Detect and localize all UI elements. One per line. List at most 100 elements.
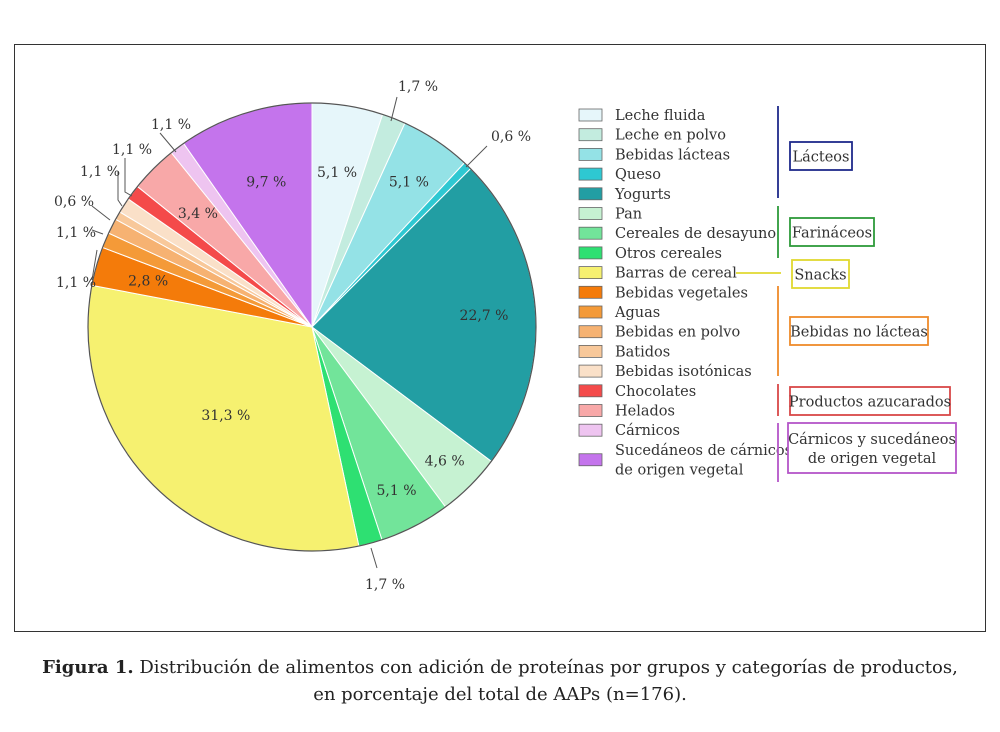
caption-line-2: en porcentaje del total de AAPs (n=176).	[313, 684, 687, 705]
legend-label: Leche fluida	[615, 108, 706, 124]
legend-swatch	[578, 285, 603, 299]
legend-label: Bebidas isotónicas	[615, 364, 752, 380]
legend-label: Chocolates	[615, 384, 696, 400]
data-label-otros-cereales: 1,7 %	[365, 577, 405, 593]
data-label-pan: 4,6 %	[425, 453, 465, 469]
group-farinaceos: Farináceos	[777, 206, 875, 258]
group-productos-azucarados: Productos azucarados	[777, 384, 951, 416]
group-lacteos: Lácteos	[777, 106, 853, 198]
group-snacks: Snacks	[736, 259, 850, 289]
data-label-queso: 0,6 %	[491, 129, 531, 145]
legend-label: Aguas	[614, 305, 660, 321]
group-label: Farináceos	[792, 226, 872, 242]
legend-label: Yogurts	[614, 187, 671, 203]
legend-label: Queso	[615, 167, 661, 183]
group-box	[789, 386, 951, 416]
leader-line-carnicos	[159, 132, 177, 153]
legend-label: Bebidas en polvo	[615, 325, 740, 341]
legend-item-carnicos: Cárnicos	[578, 423, 680, 439]
group-label: de origen vegetal	[808, 451, 937, 467]
caption-label: Figura 1.	[42, 657, 134, 678]
group-label: Cárnicos y sucedáneos	[788, 432, 956, 448]
leader-line-otros-cereales	[370, 547, 378, 569]
legend-label: Barras de cereal	[615, 266, 737, 282]
pie-data-labels: 5,1 % 1,7 % 5,1 % 0,6 % 22,7 % 4,6 % 5,1 % 1,7 …	[54, 79, 531, 593]
group-annotations: Lácteos Farináceos Snacks Bebidas no láctea…	[736, 106, 957, 482]
group-box	[789, 316, 929, 346]
data-label-cereales-de-desayuno: 5,1 %	[376, 483, 416, 499]
group-box	[789, 217, 875, 247]
legend-swatch	[578, 453, 603, 467]
legend-label: Sucedáneos de cárnicos	[615, 443, 792, 459]
legend-item-chocolates: Chocolates	[578, 384, 696, 400]
legend-item-yogurts: Yogurts	[578, 187, 671, 203]
legend-item-helados: Helados	[578, 404, 675, 420]
legend-swatch	[578, 108, 603, 122]
legend-item-bebidas-lacteas: Bebidas lácteas	[578, 147, 730, 163]
leader-line-queso	[465, 145, 488, 168]
pie-outline	[87, 102, 537, 552]
legend-swatch	[578, 325, 603, 339]
legend-swatch	[578, 404, 603, 417]
caption-line-1: Figura 1. Distribución de alimentos con …	[0, 654, 1000, 681]
data-label-bebidas-lacteas: 5,1 %	[389, 175, 429, 191]
group-label: Productos azucarados	[789, 395, 951, 411]
group-box	[787, 422, 957, 474]
legend-item-bebidas-en-polvo: Bebidas en polvo	[578, 325, 740, 341]
leader-line-aguas	[91, 249, 98, 281]
legend-swatch	[578, 384, 603, 398]
data-label-aguas: 1,1 %	[56, 275, 96, 291]
legend-swatch	[578, 266, 603, 280]
legend-swatch	[578, 226, 603, 240]
leader-line-bebidas-isotonicas	[117, 171, 123, 207]
legend-label: Helados	[615, 404, 675, 420]
pie-slices	[87, 102, 537, 552]
data-label-bebidas-isotonicas: 1,1 %	[80, 164, 120, 180]
figure-frame	[14, 44, 986, 632]
legend-label: Leche en polvo	[615, 128, 726, 144]
legend-label: de origen vegetal	[615, 463, 744, 479]
legend-swatch	[578, 128, 603, 142]
legend-label: Cereales de desayuno	[615, 226, 776, 242]
legend-item-batidos: Batidos	[578, 344, 670, 360]
group-box	[791, 259, 850, 289]
legend-item-bebidas-vegetales: Bebidas vegetales	[578, 285, 748, 301]
legend-swatch	[578, 305, 603, 319]
legend-item-sucedaneos-de-carnicos-de-origen-vegetal: Sucedáneos de cárnicos de origen vegetal	[578, 443, 792, 479]
legend-item-queso: Queso	[578, 167, 661, 183]
legend-label: Bebidas lácteas	[615, 147, 730, 163]
legend-label: Otros cereales	[615, 246, 722, 262]
leader-line-bebidas-en-polvo	[91, 229, 104, 235]
legend-item-leche-en-polvo: Leche en polvo	[578, 128, 726, 144]
legend-item-bebidas-isotonicas: Bebidas isotónicas	[578, 364, 752, 380]
leader-line-chocolates	[124, 158, 133, 197]
group-label: Bebidas no lácteas	[790, 325, 928, 341]
group-label: Snacks	[794, 268, 846, 284]
legend-item-otros-cereales: Otros cereales	[578, 246, 722, 262]
data-label-carnicos: 1,1 %	[151, 117, 191, 133]
leader-line-batidos	[91, 205, 111, 221]
leader-line-leche-en-polvo	[390, 96, 398, 122]
legend-label: Bebidas vegetales	[615, 285, 748, 301]
data-label-barras-de-cereal: 31,3 %	[201, 408, 250, 424]
legend-swatch	[578, 423, 603, 437]
legend-label: Cárnicos	[615, 423, 680, 439]
group-label: Lácteos	[793, 150, 850, 166]
figure-caption: Figura 1. Distribución de alimentos con …	[0, 654, 1000, 708]
data-label-chocolates: 1,1 %	[112, 142, 152, 158]
legend-swatch	[578, 207, 603, 220]
legend-swatch	[578, 344, 603, 358]
data-label-yogurts: 22,7 %	[460, 308, 509, 324]
legend-swatch	[578, 187, 603, 201]
pie-chart: 5,1 % 1,7 % 5,1 % 0,6 % 22,7 % 4,6 % 5,1 % 1,7 …	[54, 79, 957, 593]
legend-item-cereales-de-desayuno: Cereales de desayuno	[578, 226, 776, 242]
legend-item-barras-de-cereal: Barras de cereal	[578, 266, 737, 282]
data-label-sucedaneos-de-carnicos-de-origen-vegetal: 9,7 %	[246, 175, 286, 191]
legend-swatch	[578, 246, 603, 260]
data-label-leche-fluida: 5,1 %	[317, 165, 357, 181]
legend-item-leche-fluida: Leche fluida	[578, 108, 706, 124]
data-label-bebidas-vegetales: 2,8 %	[128, 274, 168, 290]
data-label-bebidas-en-polvo: 1,1 %	[56, 225, 96, 241]
legend-swatch	[578, 364, 603, 378]
group-box	[789, 141, 853, 171]
